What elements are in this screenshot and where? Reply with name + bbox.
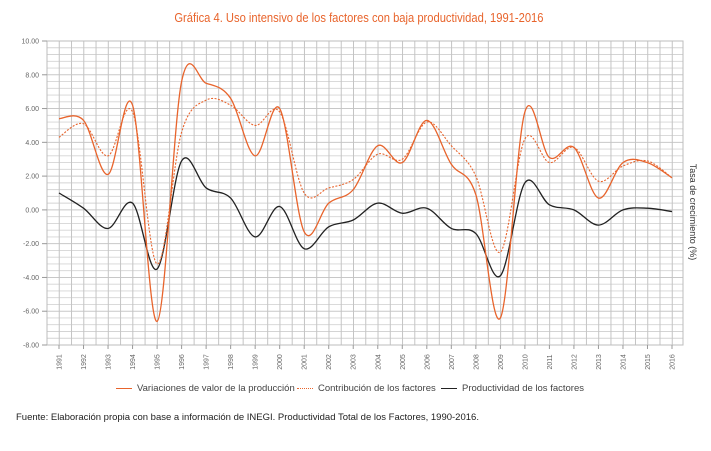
x-tick-label: 2009 — [498, 354, 505, 370]
x-tick-label: 2005 — [400, 354, 407, 370]
chart-title: Gráfica 4. Uso intensivo de los factores… — [174, 10, 544, 25]
legend-label: Contribución de los factores — [318, 383, 436, 394]
x-axis-ticks: 1991 1992 1993 1994 1995 1996 1997 1998 1999 2000… — [57, 345, 677, 370]
legend-swatch-solid-black — [441, 388, 457, 389]
legend-swatch-dashed-orange — [297, 388, 313, 389]
series-lines — [58, 63, 673, 323]
x-tick-label: 2002 — [326, 354, 333, 370]
y-tick-label: 6.00 — [25, 106, 39, 113]
y-tick-label: 10.00 — [21, 39, 39, 46]
plot-border — [46, 40, 684, 346]
legend-label: Variaciones de valor de la producción — [137, 383, 295, 394]
x-tick-label: 2014 — [620, 354, 627, 370]
y-tick-label: 8.00 — [25, 72, 39, 79]
series-line-productividad — [58, 157, 673, 278]
legend-label: Productividad de los factores — [462, 383, 584, 394]
y-tick-label: -2.00 — [23, 241, 39, 248]
x-tick-label: 1998 — [228, 354, 235, 370]
legend: Variaciones de valor de la producción Co… — [0, 383, 711, 397]
x-tick-label: 2004 — [375, 354, 382, 370]
x-tick-label: 2011 — [547, 354, 554, 369]
x-tick-label: 2012 — [571, 354, 578, 370]
x-tick-label: 1993 — [106, 354, 113, 370]
y-tick-label: -6.00 — [23, 309, 39, 316]
x-tick-label: 2007 — [449, 354, 456, 370]
x-tick-label: 1999 — [253, 354, 260, 370]
legend-item-variaciones: Variaciones de valor de la producción — [116, 383, 295, 394]
y-tick-label: 2.00 — [25, 174, 39, 181]
y-tick-label: 0.00 — [25, 207, 39, 214]
x-tick-label: 1997 — [204, 354, 211, 370]
grid — [46, 40, 684, 346]
y-tick-label: -8.00 — [23, 343, 39, 350]
legend-item-contribucion: Contribución de los factores — [297, 383, 436, 394]
x-tick-label: 2001 — [302, 354, 309, 370]
legend-item-productividad: Productividad de los factores — [441, 383, 584, 394]
y-tick-label: 4.00 — [25, 140, 39, 147]
x-tick-label: 1996 — [179, 354, 186, 370]
x-tick-label: 1995 — [155, 354, 162, 370]
x-tick-label: 2003 — [351, 354, 358, 370]
x-tick-label: 2015 — [645, 354, 652, 370]
series-line-variaciones — [58, 63, 673, 323]
x-tick-label: 1992 — [81, 354, 88, 370]
y-axis-label: Tasa de crecimiento (%) — [688, 164, 698, 261]
series-line-contribucion — [58, 97, 673, 265]
source-note: Fuente: Elaboración propia con base a in… — [16, 412, 479, 423]
x-tick-label: 2016 — [670, 354, 677, 370]
x-tick-label: 1994 — [130, 354, 137, 370]
x-tick-label: 2013 — [596, 354, 603, 370]
x-tick-label: 1991 — [57, 354, 64, 370]
y-axis-ticks: 10.00 8.00 6.00 4.00 2.00 0.00 -2.00 -4.00 -6.00… — [21, 39, 47, 350]
y-tick-label: -4.00 — [23, 275, 39, 282]
legend-swatch-solid-orange — [116, 388, 132, 389]
x-tick-label: 2010 — [522, 354, 529, 370]
x-tick-label: 2006 — [424, 354, 431, 370]
x-tick-label: 2000 — [277, 354, 284, 370]
x-tick-label: 2008 — [473, 354, 480, 370]
